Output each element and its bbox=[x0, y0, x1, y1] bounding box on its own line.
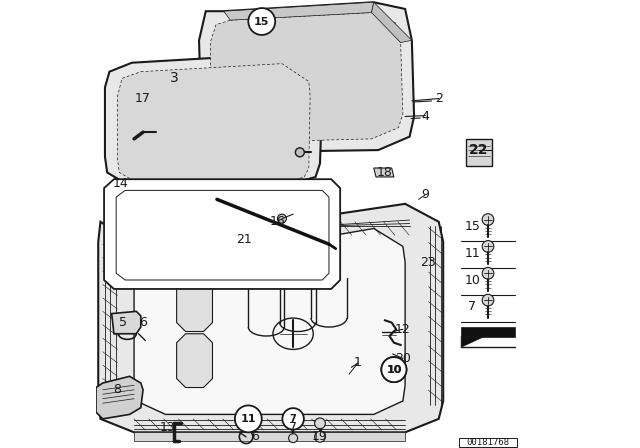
Polygon shape bbox=[105, 54, 323, 186]
Text: 15: 15 bbox=[254, 17, 269, 26]
Polygon shape bbox=[134, 228, 405, 414]
Text: 10: 10 bbox=[465, 273, 480, 287]
Text: 15: 15 bbox=[465, 220, 480, 233]
Text: 9: 9 bbox=[421, 188, 429, 202]
Polygon shape bbox=[210, 13, 403, 142]
Polygon shape bbox=[461, 337, 484, 347]
Text: 1: 1 bbox=[354, 356, 362, 370]
Polygon shape bbox=[199, 2, 414, 152]
Text: 16: 16 bbox=[269, 215, 285, 228]
Text: 22: 22 bbox=[469, 143, 489, 157]
Circle shape bbox=[295, 148, 305, 157]
Circle shape bbox=[482, 267, 494, 279]
Polygon shape bbox=[223, 2, 374, 20]
Polygon shape bbox=[177, 278, 212, 332]
Text: 12: 12 bbox=[395, 323, 411, 336]
Polygon shape bbox=[98, 204, 443, 432]
Polygon shape bbox=[371, 2, 412, 43]
Text: 8: 8 bbox=[113, 383, 122, 396]
Text: 7: 7 bbox=[289, 421, 297, 435]
Polygon shape bbox=[96, 376, 143, 419]
Polygon shape bbox=[116, 190, 329, 280]
Text: 00181768: 00181768 bbox=[467, 438, 509, 447]
Circle shape bbox=[482, 214, 494, 225]
Text: 2: 2 bbox=[435, 92, 443, 105]
Polygon shape bbox=[374, 168, 394, 177]
Text: 20: 20 bbox=[395, 352, 411, 365]
Text: 23: 23 bbox=[420, 255, 435, 269]
Text: 14: 14 bbox=[113, 177, 129, 190]
Text: 6: 6 bbox=[251, 430, 259, 444]
Circle shape bbox=[482, 294, 494, 306]
Circle shape bbox=[315, 431, 325, 442]
Polygon shape bbox=[111, 311, 141, 334]
Text: 13: 13 bbox=[160, 421, 175, 435]
Circle shape bbox=[315, 418, 325, 429]
Polygon shape bbox=[465, 139, 493, 166]
Text: 18: 18 bbox=[377, 166, 393, 179]
Text: 11: 11 bbox=[465, 246, 480, 260]
Text: 7: 7 bbox=[290, 414, 296, 424]
Polygon shape bbox=[177, 334, 212, 388]
Circle shape bbox=[277, 214, 287, 223]
Polygon shape bbox=[134, 432, 405, 441]
Text: 6: 6 bbox=[139, 316, 147, 329]
Text: 21: 21 bbox=[236, 233, 252, 246]
Text: 11: 11 bbox=[241, 414, 256, 424]
Circle shape bbox=[482, 241, 494, 252]
Circle shape bbox=[381, 357, 406, 382]
Text: 10: 10 bbox=[386, 365, 402, 375]
Polygon shape bbox=[104, 179, 340, 289]
Text: 19: 19 bbox=[312, 430, 328, 444]
Circle shape bbox=[381, 357, 406, 382]
Text: 3: 3 bbox=[170, 71, 179, 86]
Text: 4: 4 bbox=[421, 110, 429, 123]
Text: 7: 7 bbox=[468, 300, 476, 314]
Text: 17: 17 bbox=[135, 92, 151, 105]
Polygon shape bbox=[461, 327, 515, 337]
Circle shape bbox=[282, 408, 304, 430]
Circle shape bbox=[289, 434, 298, 443]
Circle shape bbox=[248, 8, 275, 35]
Text: 5: 5 bbox=[119, 316, 127, 329]
Circle shape bbox=[235, 405, 262, 432]
Text: 10: 10 bbox=[386, 365, 402, 375]
Polygon shape bbox=[118, 64, 310, 184]
